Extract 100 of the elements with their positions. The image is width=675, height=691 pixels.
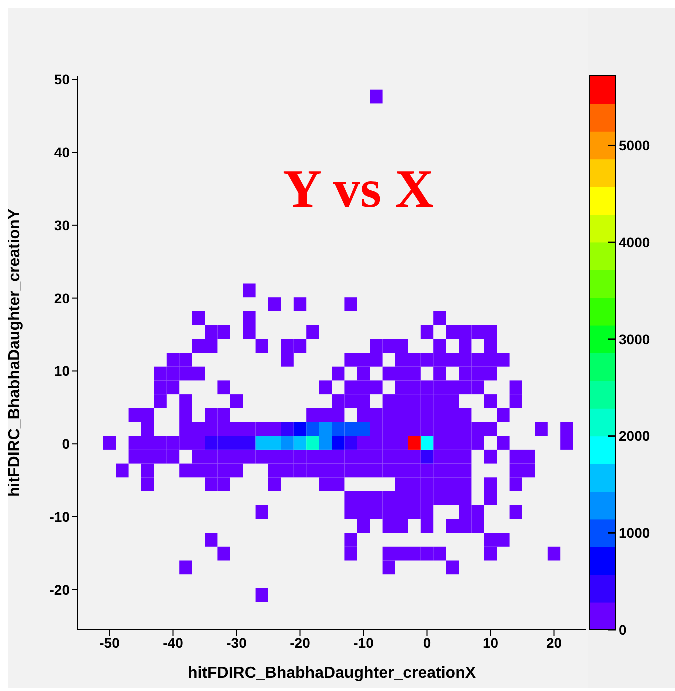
point: [256, 588, 268, 602]
point: [116, 464, 129, 478]
point: [142, 478, 154, 492]
point: [205, 436, 218, 450]
x-axis-title: hitFDIRC_BhabhaDaughter_creationX: [188, 665, 476, 682]
point: [459, 436, 472, 450]
point: [306, 464, 320, 478]
point: [344, 464, 358, 478]
point: [357, 353, 370, 367]
point: [180, 464, 192, 478]
point: [268, 478, 282, 492]
point: [434, 546, 446, 561]
point: [256, 505, 268, 520]
point: [446, 325, 459, 340]
point: [332, 464, 345, 478]
point: [344, 505, 358, 520]
annotation: Y vs X: [283, 158, 434, 220]
point: [218, 408, 230, 422]
point: [332, 422, 345, 436]
point: [218, 464, 230, 478]
point: [472, 422, 484, 436]
point: [382, 436, 396, 450]
point: [243, 311, 256, 326]
point: [420, 325, 434, 340]
point: [396, 450, 408, 464]
point: [396, 394, 408, 408]
point: [408, 492, 421, 506]
point: [154, 380, 167, 395]
point: [484, 325, 498, 340]
point: [166, 436, 180, 450]
point: [497, 408, 510, 422]
point: [142, 422, 154, 436]
point: [510, 394, 522, 408]
point: [357, 436, 370, 450]
point: [205, 422, 218, 436]
point: [357, 450, 370, 464]
point: [420, 422, 434, 436]
point: [510, 380, 522, 395]
point: [548, 546, 561, 561]
point: [344, 450, 358, 464]
point: [396, 519, 408, 534]
point: [180, 436, 192, 450]
point: [497, 353, 510, 367]
point: [256, 339, 268, 353]
point: [396, 464, 408, 478]
point: [408, 380, 421, 395]
point: [382, 492, 396, 506]
point: [344, 546, 358, 561]
point: [332, 450, 345, 464]
point: [382, 366, 396, 381]
point: [218, 450, 230, 464]
point: [281, 464, 294, 478]
color-bar-label: 3000: [619, 331, 650, 348]
point: [268, 450, 282, 464]
point: [281, 422, 294, 436]
point: [344, 422, 358, 436]
point: [344, 298, 358, 312]
point: [180, 353, 192, 367]
point: [522, 450, 536, 464]
point: [256, 436, 268, 450]
point: [344, 394, 358, 408]
point: [382, 422, 396, 436]
point: [446, 422, 459, 436]
point: [382, 560, 396, 575]
point: [268, 436, 282, 450]
point: [484, 366, 498, 381]
point: [472, 353, 484, 367]
point: [510, 450, 522, 464]
point: [357, 366, 370, 381]
point: [408, 408, 421, 422]
point: [332, 408, 345, 422]
point: [243, 284, 256, 298]
y-tick-label: 10: [54, 363, 70, 380]
point: [408, 478, 421, 492]
point: [408, 394, 421, 408]
point: [230, 464, 244, 478]
point: [128, 408, 142, 422]
point: [497, 533, 510, 547]
point: [205, 478, 218, 492]
point: [357, 380, 370, 395]
point: [243, 422, 256, 436]
point: [205, 464, 218, 478]
point: [484, 478, 498, 492]
point: [434, 339, 446, 353]
point: [192, 311, 205, 326]
point: [166, 366, 180, 381]
point: [396, 408, 408, 422]
y-tick-label: 20: [54, 290, 70, 306]
point: [319, 436, 332, 450]
point: [192, 464, 205, 478]
point: [166, 450, 180, 464]
point: [382, 546, 396, 561]
point: [396, 380, 408, 395]
point: [319, 422, 332, 436]
point: [344, 353, 358, 367]
point: [459, 325, 472, 340]
point: [357, 394, 370, 408]
point: [205, 325, 218, 340]
point: [484, 353, 498, 367]
point: [396, 478, 408, 492]
